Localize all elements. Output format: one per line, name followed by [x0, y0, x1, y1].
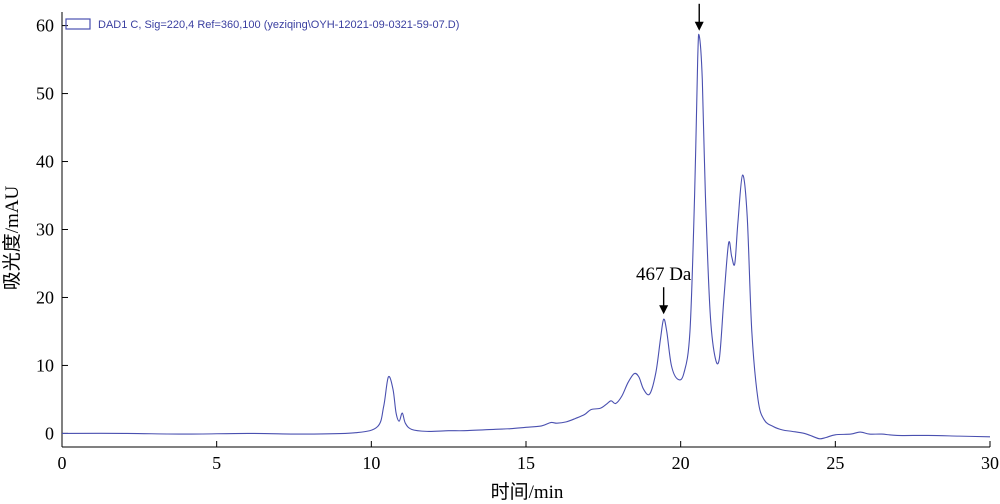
- y-tick-label: 20: [36, 287, 54, 307]
- x-axis-title: 时间/min: [491, 481, 564, 503]
- legend-swatch: [65, 18, 91, 30]
- x-tick-label: 10: [362, 453, 380, 473]
- legend-entry: DAD1 C, Sig=220,4 Ref=360,100 (yeziqing\…: [98, 19, 459, 31]
- y-tick-label: 10: [36, 355, 54, 375]
- peak-annotation-label: 203 Da: [672, 0, 728, 2]
- y-tick-label: 0: [45, 423, 54, 443]
- axes: [61, 12, 990, 448]
- y-axis-ticks: 0 10 20 30 40 50 60: [36, 16, 68, 443]
- legend: DAD1 C, Sig=220,4 Ref=360,100 (yeziqing\…: [65, 18, 459, 31]
- y-tick-label: 60: [36, 16, 54, 36]
- x-tick-label: 5: [212, 453, 221, 473]
- annotation-arrow-head: [694, 21, 704, 31]
- y-tick-label: 50: [36, 84, 54, 104]
- x-tick-label: 30: [981, 453, 999, 473]
- x-axis-ticks: 0 5 10 15 20 25 30: [58, 441, 999, 473]
- annotation-arrow-head: [659, 305, 669, 315]
- peak-annotation-label: 467 Da: [636, 264, 692, 285]
- annotations: 203 Da 467 Da: [636, 0, 728, 315]
- x-tick-label: 20: [672, 453, 690, 473]
- series-line: [61, 33, 991, 440]
- x-tick-label: 25: [826, 453, 844, 473]
- x-tick-label: 0: [58, 453, 67, 473]
- y-tick-label: 40: [36, 152, 54, 172]
- x-tick-label: 15: [517, 453, 535, 473]
- y-tick-label: 30: [36, 220, 54, 240]
- y-axis-title: 吸光度/mAU: [1, 185, 23, 290]
